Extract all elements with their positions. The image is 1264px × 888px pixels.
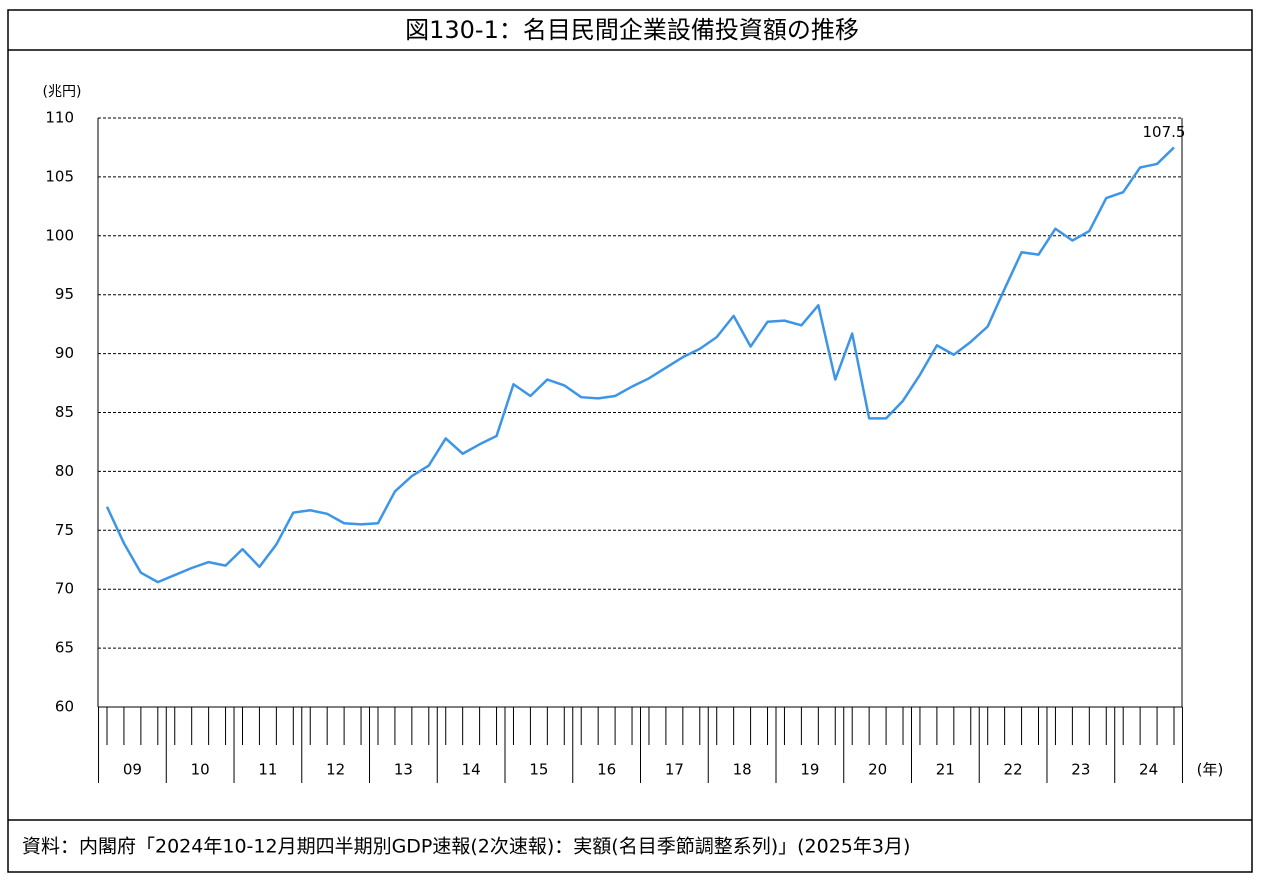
x-tick-label: 19 xyxy=(800,761,819,779)
x-tick-label: 13 xyxy=(394,761,413,779)
y-tick-label: 85 xyxy=(55,403,74,421)
data-label: 107.5 xyxy=(1143,123,1186,141)
y-axis-label: (兆円) xyxy=(43,84,82,100)
x-tick-label: 11 xyxy=(258,761,277,779)
x-tick-label: 10 xyxy=(191,761,210,779)
x-tick-label: 12 xyxy=(326,761,345,779)
y-tick-label: 105 xyxy=(45,167,74,185)
x-tick-label: 20 xyxy=(868,761,887,779)
y-tick-label: 70 xyxy=(55,580,74,598)
frame xyxy=(7,9,1253,873)
x-tick-label: 09 xyxy=(123,761,142,779)
y-tick-label: 110 xyxy=(45,109,74,127)
x-axis-unit: (年) xyxy=(1197,761,1224,779)
x-tick-label: 21 xyxy=(936,761,955,779)
data-line xyxy=(105,146,1175,584)
y-tick-label: 65 xyxy=(55,639,74,657)
x-tick-label: 17 xyxy=(665,761,684,779)
chart-title: 図130-1：名目民間企業設備投資額の推移 xyxy=(405,16,859,44)
x-tick-label: 16 xyxy=(597,761,616,779)
x-tick-label: 18 xyxy=(733,761,752,779)
x-tick-label: 15 xyxy=(529,761,548,779)
source-note: 資料：内閣府「2024年10-12月期四半期別GDP速報(2次速報)：実額(名目… xyxy=(22,836,910,858)
x-tick-label: 23 xyxy=(1071,761,1090,779)
y-tick-label: 95 xyxy=(55,285,74,303)
y-tick-label: 60 xyxy=(55,698,74,716)
y-tick-label: 100 xyxy=(45,226,74,244)
x-tick-label: 22 xyxy=(1004,761,1023,779)
y-tick-label: 90 xyxy=(55,344,74,362)
y-tick-label: 80 xyxy=(55,462,74,480)
x-tick-label: 24 xyxy=(1139,761,1158,779)
x-tick-label: 14 xyxy=(462,761,481,779)
y-tick-label: 75 xyxy=(55,521,74,539)
